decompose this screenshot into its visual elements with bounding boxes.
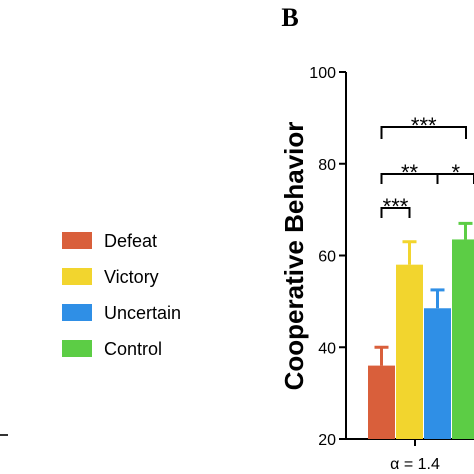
x-tick-label: α = 1.4 bbox=[390, 456, 440, 473]
legend-label: Defeat bbox=[104, 231, 157, 251]
significance-label: *** bbox=[411, 113, 437, 138]
y-tick-label: 100 bbox=[309, 65, 336, 82]
legend-label: Uncertain bbox=[104, 303, 181, 323]
significance-label: * bbox=[451, 160, 460, 185]
axes: 20 40 60 80 100 α = 1.4 bbox=[309, 65, 474, 473]
legend: Defeat Victory Uncertain Control bbox=[62, 231, 181, 359]
significance-label: ** bbox=[401, 160, 419, 185]
significance-brackets: ***** **** bbox=[380, 113, 474, 219]
legend-swatch bbox=[62, 340, 92, 357]
y-axis-label: Cooperative Behavior bbox=[279, 122, 309, 391]
legend-label: Control bbox=[104, 339, 162, 359]
panel-label: B bbox=[281, 3, 298, 32]
bar-victory bbox=[396, 264, 423, 439]
significance-bracket bbox=[380, 207, 411, 218]
significance-label: *** bbox=[383, 194, 409, 219]
legend-swatch bbox=[62, 268, 92, 285]
bar-control bbox=[452, 239, 474, 439]
y-tick-label: 60 bbox=[318, 249, 336, 266]
bar-defeat bbox=[368, 365, 395, 439]
legend-swatch bbox=[62, 232, 92, 249]
bars bbox=[368, 221, 474, 439]
y-tick-label: 80 bbox=[318, 157, 336, 174]
legend-label: Victory bbox=[104, 267, 159, 287]
significance-bracket bbox=[380, 126, 467, 139]
significance-bracket bbox=[436, 173, 474, 184]
y-tick-label: 40 bbox=[318, 340, 336, 357]
bar-uncertain bbox=[424, 308, 451, 439]
legend-swatch bbox=[62, 304, 92, 321]
y-tick-label: 20 bbox=[318, 432, 336, 449]
